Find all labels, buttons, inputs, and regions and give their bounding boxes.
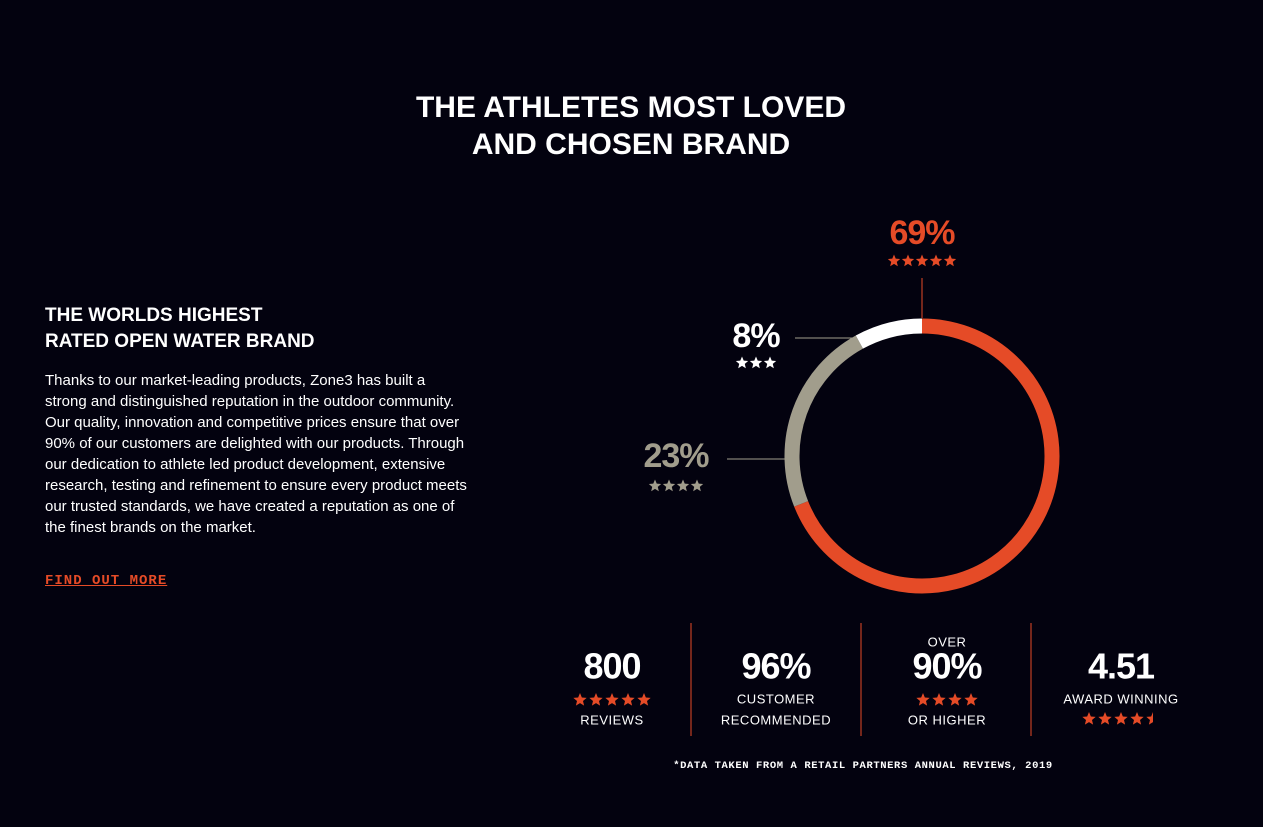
star <box>1130 712 1144 725</box>
star <box>948 693 962 706</box>
star <box>929 254 943 267</box>
star-rating <box>1082 712 1153 725</box>
donut-segment <box>794 318 1060 594</box>
stat-caption: RECOMMENDED <box>721 712 831 727</box>
footnote: *DATA TAKEN FROM A RETAIL PARTNERS ANNUA… <box>673 760 1053 772</box>
star <box>1146 712 1153 725</box>
star-rating <box>916 693 978 706</box>
star <box>589 693 603 706</box>
section-heading: RATED OPEN WATER BRAND <box>45 331 315 352</box>
star <box>887 254 901 267</box>
star <box>690 479 704 492</box>
star <box>1114 712 1128 725</box>
data-label: 69% <box>889 214 955 252</box>
star <box>637 693 651 706</box>
star <box>662 479 676 492</box>
star <box>901 254 915 267</box>
dividers <box>690 623 1032 736</box>
stat-caption: OR HIGHER <box>908 712 986 727</box>
star <box>915 254 929 267</box>
star-rating <box>735 356 777 369</box>
star <box>749 356 763 369</box>
star-rating <box>648 479 704 492</box>
page-title: THE ATHLETES MOST LOVED <box>416 91 846 124</box>
stat-caption: AWARD WINNING <box>1063 691 1178 706</box>
star <box>676 479 690 492</box>
body-text: Thanks to our market-leading products, Z… <box>45 372 467 536</box>
star <box>1082 712 1096 725</box>
donut-segment <box>855 318 923 349</box>
star <box>573 693 587 706</box>
star <box>964 693 978 706</box>
donut-segment <box>784 335 864 507</box>
section-heading: THE WORLDS HIGHEST <box>45 305 263 326</box>
page-title: AND CHOSEN BRAND <box>472 128 790 161</box>
star <box>605 693 619 706</box>
stat-caption: REVIEWS <box>580 712 643 727</box>
stat-value: 96% <box>741 646 811 687</box>
stat-value: 90% <box>912 646 982 687</box>
star-rating <box>573 693 651 706</box>
stat-caption: CUSTOMER <box>737 691 815 706</box>
stat-value: 4.51 <box>1088 646 1155 687</box>
star-rating <box>887 254 957 267</box>
stat-prefix: OVER <box>928 634 967 649</box>
star <box>932 693 946 706</box>
data-label: 8% <box>732 317 780 355</box>
star <box>1098 712 1112 725</box>
star <box>916 693 930 706</box>
find-out-more-link[interactable]: FIND OUT MORE <box>45 573 168 589</box>
star <box>648 479 662 492</box>
star <box>943 254 957 267</box>
data-label: 23% <box>643 437 709 475</box>
star <box>621 693 635 706</box>
star <box>735 356 749 369</box>
stat-value: 800 <box>583 646 640 687</box>
star <box>763 356 777 369</box>
